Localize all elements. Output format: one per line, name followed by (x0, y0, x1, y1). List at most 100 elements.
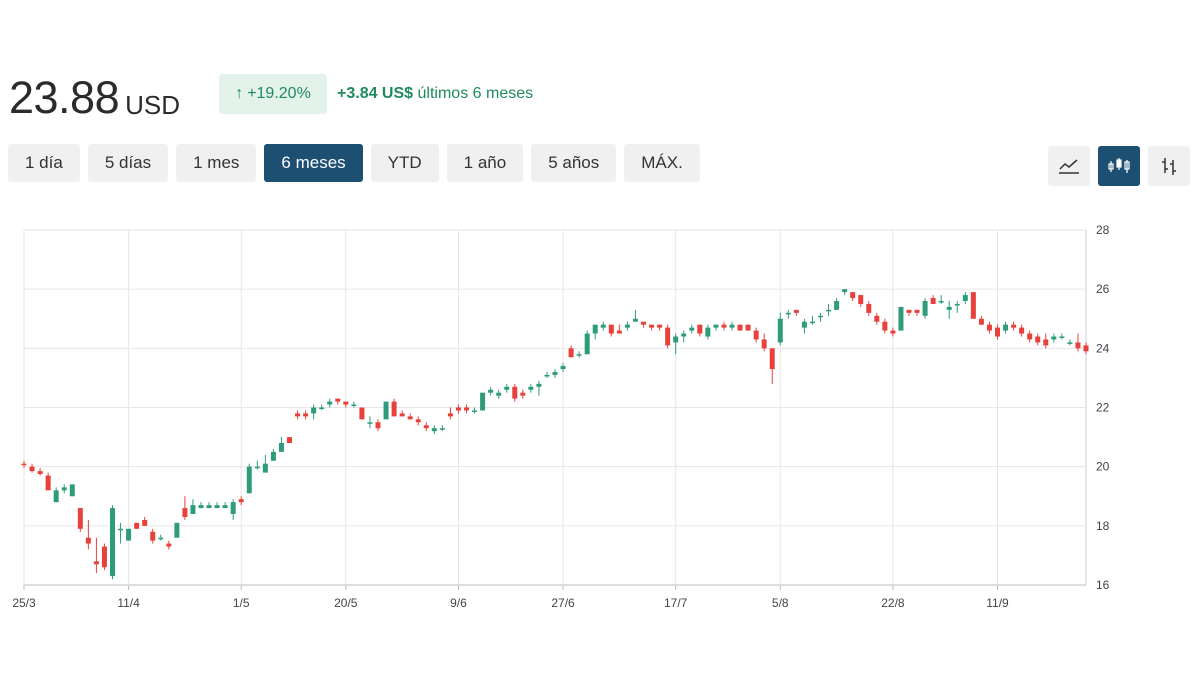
candle-body (118, 528, 124, 531)
candle-body (898, 306, 904, 331)
candle-body (278, 443, 284, 452)
candle-body (37, 471, 43, 475)
quote-header: 23.88 USD (9, 70, 180, 120)
change-period: últimos 6 meses (417, 85, 534, 102)
candle-body (520, 392, 526, 396)
candle-body (1035, 336, 1041, 343)
candle-body (327, 401, 333, 405)
chart-type-toolbar (1048, 146, 1190, 186)
candle-body (616, 330, 622, 334)
change-absolute: +3.84 US$ (337, 85, 414, 102)
y-tick-label: 28 (1096, 223, 1110, 237)
candle-body (126, 528, 132, 541)
candle-body (785, 312, 791, 315)
candle-body (198, 505, 204, 509)
candle-body (665, 327, 671, 346)
candle-body (946, 306, 952, 310)
candle-body (93, 561, 99, 565)
candle-body (834, 301, 840, 310)
candle-body (85, 537, 91, 544)
candle-body (1083, 345, 1089, 352)
x-tick-label: 9/6 (450, 596, 467, 610)
candle-body (1019, 327, 1025, 334)
y-tick-label: 26 (1096, 282, 1110, 296)
candle-body (528, 386, 534, 390)
candle-body (45, 475, 51, 491)
y-tick-label: 22 (1096, 401, 1110, 415)
candle-body (375, 422, 381, 429)
candle-body (906, 309, 912, 313)
candle-body (174, 522, 180, 538)
y-tick-label: 16 (1096, 578, 1110, 592)
candle-body (61, 487, 67, 491)
candle-body (69, 484, 75, 497)
change-summary: +3.84 US$ últimos 6 meses (337, 85, 533, 103)
candle-body (697, 324, 703, 334)
candle-body (745, 324, 751, 331)
candle-body (641, 321, 646, 325)
ohlc-chart-button[interactable] (1148, 146, 1190, 186)
range-max-button[interactable]: MÁX. (624, 144, 700, 182)
candle-body (826, 309, 832, 312)
range-1-year-button[interactable]: 1 año (446, 144, 524, 182)
candle-body (777, 318, 783, 343)
x-tick-label: 11/4 (117, 596, 140, 610)
range-selector: 1 día 5 días 1 mes 6 meses YTD 1 año 5 a… (8, 144, 700, 182)
candle-body (295, 413, 301, 417)
candle-body (415, 419, 421, 423)
candle-body (431, 428, 437, 432)
candle-body (77, 508, 83, 529)
candle-body (480, 392, 486, 411)
candle-body (222, 505, 228, 509)
candle-body (769, 348, 775, 370)
candle-body (1003, 324, 1009, 331)
range-ytd-button[interactable]: YTD (370, 144, 439, 182)
range-1-day-button[interactable]: 1 día (8, 144, 80, 182)
change-percent: +19.20% (247, 85, 311, 102)
candlestick-chart[interactable]: 16 18 20 22 24 26 28 25/3 11/4 1/5 20/5 9/6 27/6 17/7… (0, 220, 1200, 620)
candle-body (713, 324, 719, 328)
range-5-years-button[interactable]: 5 años (531, 144, 617, 182)
candlestick-chart-button[interactable] (1098, 146, 1140, 186)
candle-body (986, 324, 992, 331)
candle-body (303, 413, 309, 417)
candle-body (110, 508, 115, 577)
candle-body (753, 330, 759, 340)
candle-body (576, 354, 582, 356)
candle-body (721, 324, 727, 328)
candle-body (319, 407, 325, 409)
candle-body (142, 519, 148, 526)
candle-body (1075, 342, 1081, 349)
range-5-days-button[interactable]: 5 días (87, 144, 169, 182)
candle-body (287, 437, 292, 443)
range-1-month-button[interactable]: 1 mes (176, 144, 257, 182)
candle-body (1011, 324, 1017, 328)
candle-body (238, 499, 244, 503)
candle-body (351, 404, 357, 407)
candle-body (584, 333, 590, 355)
candle-body (359, 407, 365, 420)
candle-body (262, 463, 268, 473)
change-percent-badge: ↑ +19.20% (219, 74, 327, 114)
candle-body (842, 289, 848, 293)
candle-body (866, 303, 872, 313)
candle-body (673, 336, 679, 343)
range-6-months-button[interactable]: 6 meses (264, 144, 363, 182)
candle-body (21, 463, 27, 466)
candle-body (447, 413, 453, 417)
x-tick-label: 11/9 (986, 596, 1009, 610)
candle-body (472, 410, 478, 412)
candle-body (970, 292, 976, 319)
candle-body (134, 522, 140, 529)
arrow-up-icon: ↑ (235, 85, 244, 102)
line-chart-button[interactable] (1048, 146, 1090, 186)
candle-body (1027, 333, 1033, 340)
candle-body (793, 309, 799, 313)
x-tick-label: 20/5 (334, 596, 358, 610)
candle-body (962, 295, 968, 301)
candle-body (729, 324, 735, 328)
candle-body (214, 505, 220, 509)
candle-body (809, 321, 815, 324)
candle-body (600, 324, 606, 328)
candle-body (407, 416, 413, 420)
